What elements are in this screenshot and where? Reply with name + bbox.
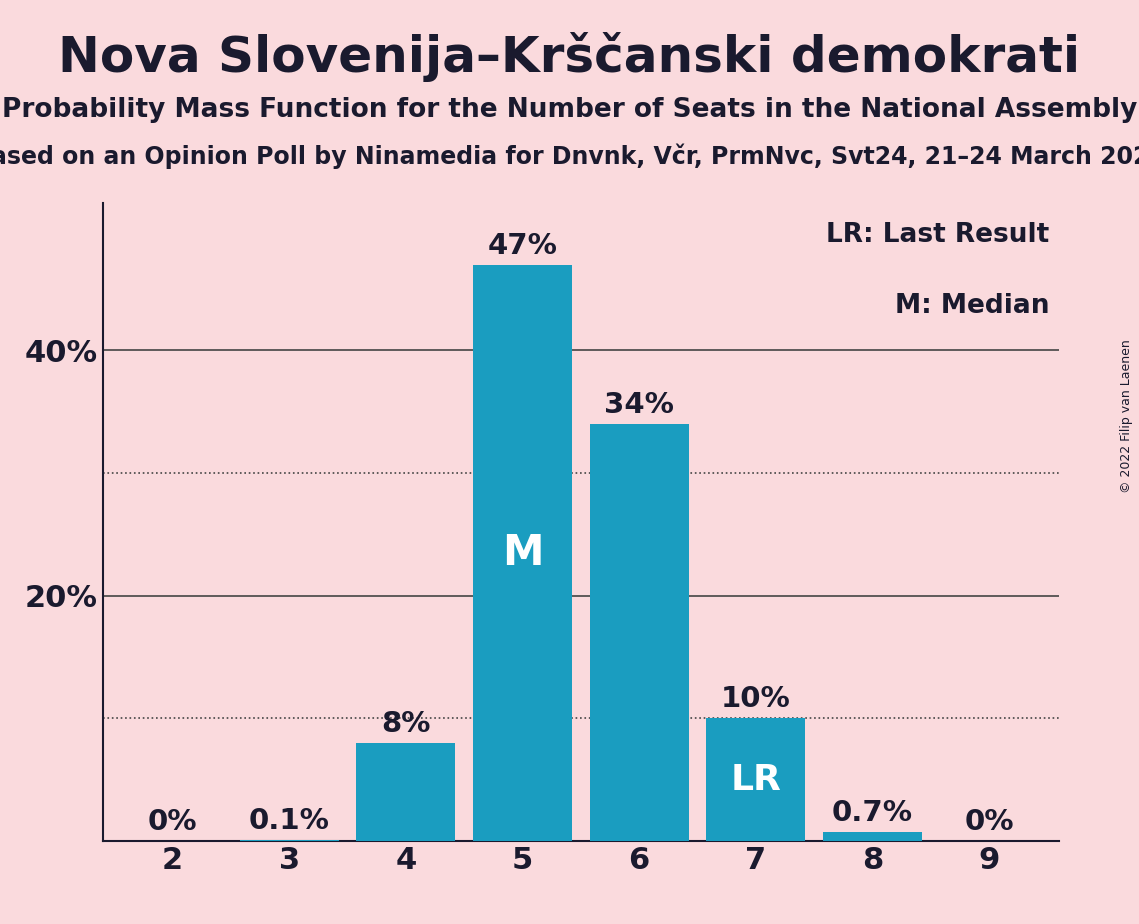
Text: © 2022 Filip van Laenen: © 2022 Filip van Laenen bbox=[1121, 339, 1133, 492]
Text: Nova Slovenija–Krščanski demokrati: Nova Slovenija–Krščanski demokrati bbox=[58, 32, 1081, 82]
Bar bbox=[706, 718, 805, 841]
Text: Based on an Opinion Poll by Ninamedia for Dnvnk, Včr, PrmNvc, Svt24, 21–24 March: Based on an Opinion Poll by Ninamedia fo… bbox=[0, 143, 1139, 169]
Text: Probability Mass Function for the Number of Seats in the National Assembly: Probability Mass Function for the Number… bbox=[2, 97, 1137, 123]
Text: LR: LR bbox=[730, 762, 781, 796]
Text: 0%: 0% bbox=[965, 808, 1014, 836]
Text: LR: Last Result: LR: Last Result bbox=[827, 223, 1050, 249]
Bar bbox=[239, 840, 338, 841]
Text: 0.7%: 0.7% bbox=[833, 799, 913, 827]
Text: 0.1%: 0.1% bbox=[248, 807, 329, 834]
Text: 0%: 0% bbox=[148, 808, 197, 836]
Text: M: M bbox=[502, 531, 543, 574]
Text: M: Median: M: Median bbox=[895, 293, 1050, 319]
Bar bbox=[590, 424, 689, 841]
Text: 34%: 34% bbox=[605, 391, 674, 419]
Bar bbox=[823, 833, 923, 841]
Text: 47%: 47% bbox=[487, 232, 557, 260]
Text: 8%: 8% bbox=[382, 710, 431, 738]
Bar bbox=[357, 743, 456, 841]
Text: 10%: 10% bbox=[721, 686, 790, 713]
Bar bbox=[473, 264, 572, 841]
